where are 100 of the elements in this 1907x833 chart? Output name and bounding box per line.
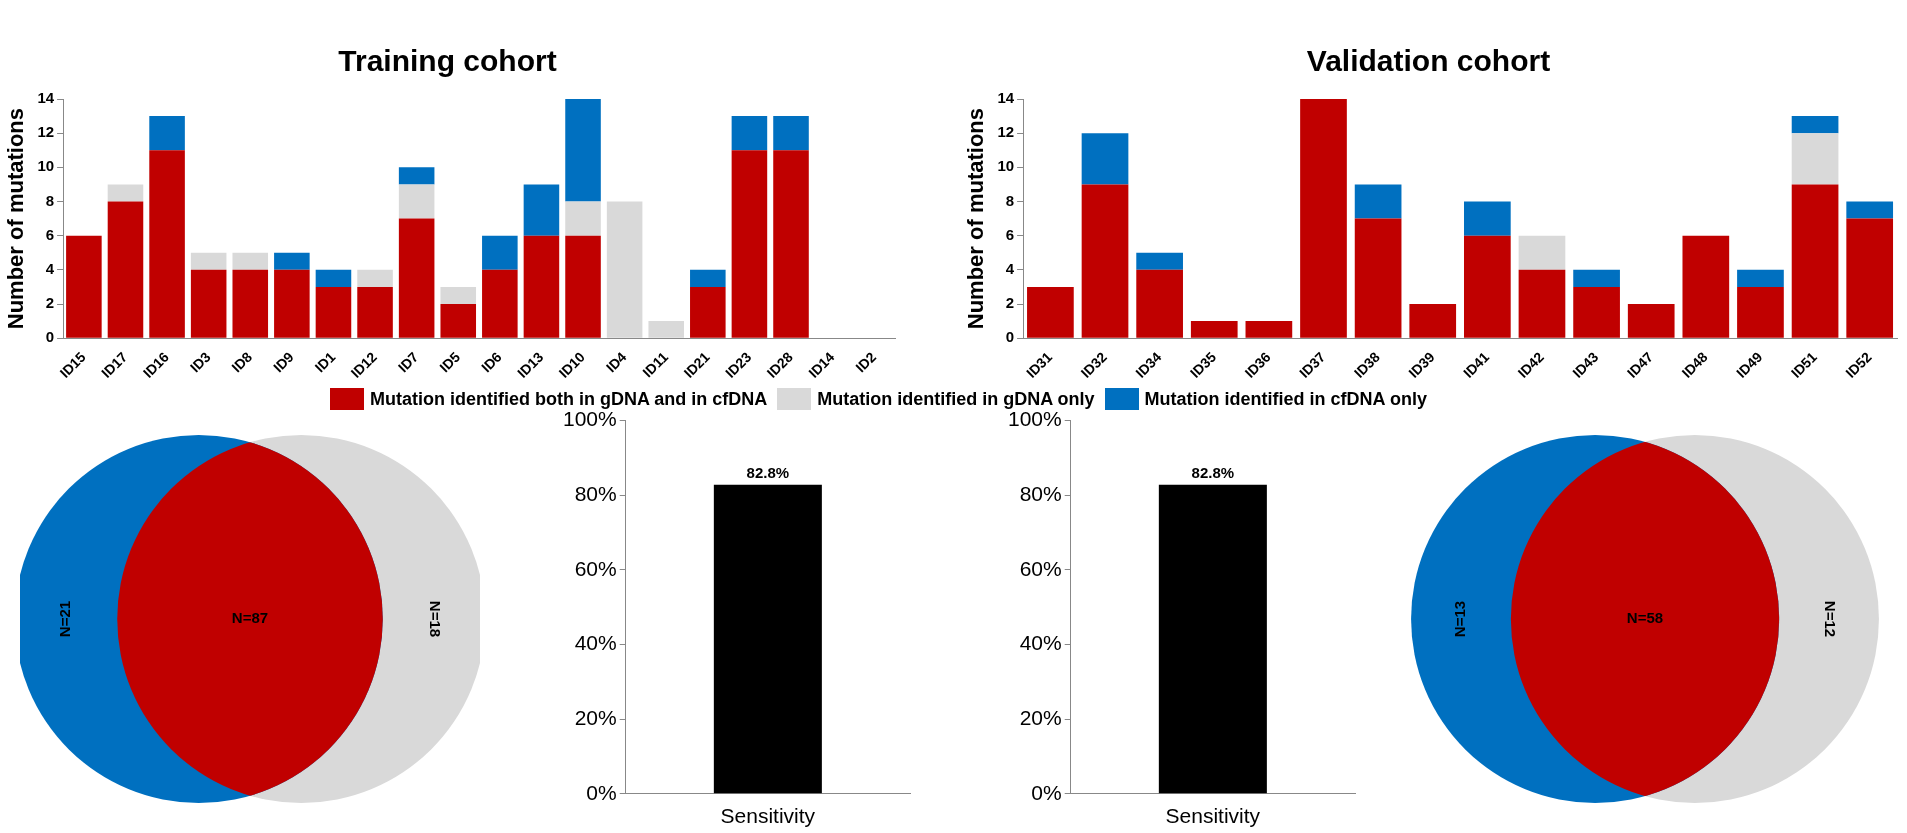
y-tick-label: 0% <box>1031 780 1062 804</box>
y-tick-label: 12 <box>37 123 55 141</box>
bar <box>398 218 435 338</box>
bar <box>1245 321 1293 338</box>
y-tick-label: 80% <box>574 482 617 506</box>
y-tick-label: 20% <box>1019 705 1062 729</box>
data-label: N=21 <box>56 600 74 638</box>
bar <box>1464 235 1511 338</box>
bar <box>1300 99 1347 338</box>
bar <box>523 235 560 338</box>
chart-title: Training cohort <box>338 44 557 78</box>
bar <box>315 286 352 338</box>
x-tick-label: ID6 <box>477 348 505 376</box>
bar <box>482 235 518 270</box>
bar <box>1027 286 1074 338</box>
bar <box>1518 269 1566 338</box>
y-tick-label: 10 <box>37 157 55 175</box>
x-tick-label: ID5 <box>436 348 464 376</box>
bar <box>190 269 227 338</box>
data-label: N=18 <box>426 600 444 638</box>
bar <box>1791 116 1839 134</box>
x-tick-label: ID3 <box>186 348 214 376</box>
data-label: 82.8% <box>746 464 790 482</box>
bar <box>731 150 768 338</box>
bar <box>1354 218 1402 338</box>
x-tick-label: Sensitivity <box>1165 804 1261 828</box>
bar <box>232 269 269 338</box>
bar <box>1573 286 1620 338</box>
bar <box>1846 218 1894 338</box>
data-label: N=87 <box>231 609 269 627</box>
x-tick-label: ID8 <box>228 348 256 376</box>
data-label: 82.8% <box>1191 464 1235 482</box>
x-tick-label: ID2 <box>852 348 880 376</box>
bar <box>107 201 144 338</box>
bar <box>1409 304 1457 338</box>
bar <box>565 99 601 202</box>
y-tick-label: 40% <box>574 631 617 655</box>
bar <box>1081 133 1129 185</box>
bar <box>1081 184 1129 338</box>
bar <box>1682 235 1730 338</box>
bar <box>773 150 809 338</box>
bar <box>398 167 435 185</box>
bar <box>1627 304 1675 338</box>
bar <box>315 269 352 287</box>
bar <box>1354 184 1402 219</box>
x-tick-label: Sensitivity <box>720 804 816 828</box>
y-tick-label: 40% <box>1019 631 1062 655</box>
bar <box>398 184 435 219</box>
bar <box>773 116 809 151</box>
bar <box>1518 235 1566 270</box>
bar <box>1573 269 1620 287</box>
y-tick-label: 4 <box>45 260 55 277</box>
bar <box>274 252 310 270</box>
y-tick-label: 6 <box>1005 225 1015 243</box>
bar <box>690 286 726 338</box>
bar <box>107 184 144 202</box>
data-label: N=12 <box>1821 600 1839 638</box>
y-tick-label: 20% <box>574 705 617 729</box>
bar <box>1846 201 1894 219</box>
y-tick-label: 14 <box>37 89 55 107</box>
bar <box>1791 133 1839 185</box>
bar <box>1791 184 1839 338</box>
y-tick-label: 2 <box>45 294 55 312</box>
bar <box>149 150 185 338</box>
bar <box>648 321 685 338</box>
y-tick-label: 0 <box>1005 328 1015 346</box>
bar <box>149 116 185 151</box>
y-axis-title: Number of mutations <box>3 107 29 330</box>
legend-label: Mutation identified both in gDNA and in cfDNA <box>370 388 768 410</box>
bar <box>357 269 393 287</box>
data-label: N=58 <box>1626 609 1664 627</box>
bar <box>66 235 102 338</box>
y-tick-label: 2 <box>1005 294 1015 312</box>
bar <box>440 304 477 338</box>
y-tick-label: 0 <box>45 328 55 346</box>
bar <box>440 286 477 305</box>
bar <box>1136 269 1183 338</box>
data-label: N=13 <box>1451 600 1469 638</box>
x-tick-label: ID7 <box>394 348 422 376</box>
bar <box>1737 286 1784 338</box>
bar <box>731 116 768 151</box>
y-tick-label: 4 <box>1005 260 1015 277</box>
y-tick-label: 0% <box>586 780 617 804</box>
bar <box>274 269 310 338</box>
y-tick-label: 8 <box>1005 191 1015 209</box>
y-tick-label: 12 <box>997 123 1015 141</box>
bar <box>232 252 269 270</box>
bar <box>482 269 518 338</box>
y-tick-label: 6 <box>45 225 55 243</box>
x-tick-label: ID1 <box>311 348 339 376</box>
y-tick-label: 10 <box>997 157 1015 175</box>
x-tick-label: ID4 <box>602 348 630 376</box>
bar <box>565 201 601 236</box>
bar <box>357 286 393 338</box>
legend-label: Mutation identified in cfDNA only <box>1144 388 1427 410</box>
y-tick-label: 80% <box>1019 482 1062 506</box>
y-tick-label: 14 <box>997 89 1015 107</box>
bar <box>1464 201 1511 236</box>
y-axis-title: Number of mutations <box>963 107 989 330</box>
bar <box>190 252 227 270</box>
